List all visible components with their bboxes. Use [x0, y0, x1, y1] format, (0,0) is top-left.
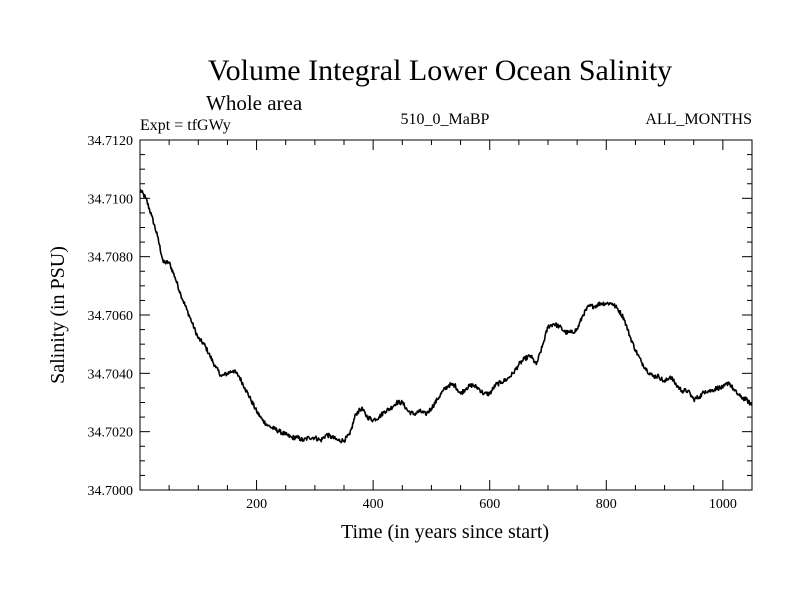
y-tick-label: 34.7100	[88, 192, 134, 207]
period-label: 510_0_MaBP	[401, 111, 490, 128]
y-tick-label: 34.7060	[88, 309, 134, 324]
x-tick-label: 1000	[709, 497, 737, 512]
chart-title: Volume Integral Lower Ocean Salinity	[208, 54, 672, 87]
x-tick-label: 400	[363, 497, 384, 512]
months-label: ALL_MONTHS	[645, 111, 752, 128]
y-tick-label: 34.7020	[88, 426, 134, 441]
plot-area: 200 400 600 800 1000 34.7000 34.7020 34.7040 34.…	[88, 134, 753, 512]
experiment-label: Expt = tfGWy	[140, 117, 231, 134]
y-tick-label: 34.7000	[88, 484, 134, 499]
y-axis-label: Salinity (in PSU)	[47, 246, 69, 384]
x-tick-label: 200	[246, 497, 267, 512]
chart-subtitle: Whole area	[206, 91, 303, 115]
series-line-salinity	[139, 188, 753, 444]
plot-frame	[139, 139, 753, 491]
y-tick-label: 34.7040	[88, 367, 134, 382]
x-tick-label: 600	[479, 497, 500, 512]
y-tick-label: 34.7080	[88, 251, 134, 266]
y-tick-label: 34.7120	[88, 134, 134, 149]
x-tick-label: 800	[596, 497, 617, 512]
x-axis-label: Time (in years since start)	[341, 521, 549, 543]
